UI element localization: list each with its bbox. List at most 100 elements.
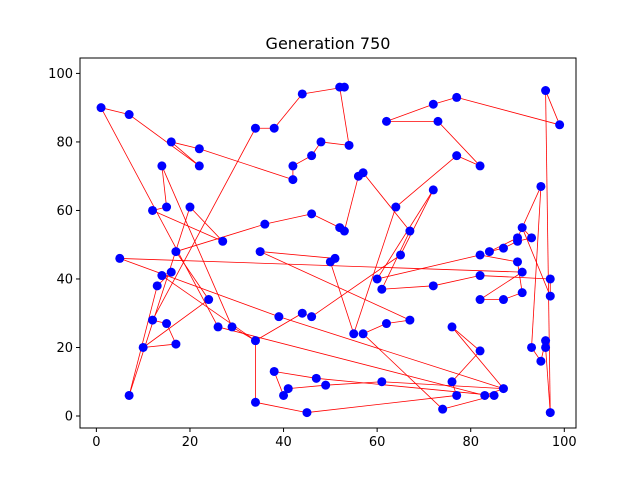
city-point <box>475 271 485 281</box>
city-point <box>428 99 438 109</box>
city-point <box>480 390 490 400</box>
city-point <box>517 223 527 233</box>
x-tick-label: 60 <box>369 435 386 450</box>
city-point <box>555 120 565 130</box>
tour-segment <box>329 261 355 334</box>
city-point <box>381 116 391 126</box>
tour-segment <box>128 285 158 396</box>
city-point <box>484 247 494 257</box>
city-point <box>452 92 462 102</box>
city-point <box>396 250 406 260</box>
chart-title: Generation 750 <box>266 34 391 53</box>
tour-segment <box>161 275 256 341</box>
tour-segment <box>119 258 280 318</box>
city-point <box>452 390 462 400</box>
tour-segment <box>400 189 434 256</box>
tour-segment <box>377 254 481 280</box>
city-point <box>148 315 158 325</box>
tour-segment <box>545 90 560 125</box>
tour-segment <box>264 213 312 225</box>
y-tick-label: 100 <box>48 67 73 82</box>
city-point <box>513 257 523 267</box>
tour-segment <box>451 326 504 389</box>
city-point <box>372 274 382 284</box>
tour-segment <box>395 155 457 208</box>
city-point <box>517 288 527 298</box>
tour-segment <box>386 103 434 122</box>
city-point <box>513 233 523 243</box>
y-axis: 0 20 40 60 80 100 <box>48 67 80 425</box>
city-point <box>536 356 546 366</box>
tour-segment <box>152 128 256 321</box>
city-point <box>433 116 443 126</box>
tour-segment <box>343 176 359 232</box>
city-point <box>377 377 387 387</box>
tour-segment <box>171 141 200 150</box>
tour-segment <box>143 343 176 348</box>
tour-segment <box>273 93 303 129</box>
city-point <box>541 86 551 96</box>
city-point <box>227 322 237 332</box>
x-tick-label: 40 <box>275 435 292 450</box>
tour-segment <box>274 371 317 379</box>
city-point <box>162 319 172 329</box>
tour-segment <box>376 189 434 280</box>
city-point <box>391 202 401 212</box>
city-point <box>428 281 438 291</box>
tour-segment <box>325 381 382 386</box>
city-point <box>204 295 214 305</box>
city-point <box>297 308 307 318</box>
tour-segment <box>306 395 457 413</box>
tour-segment <box>260 251 336 259</box>
tour-segment <box>161 165 167 208</box>
city-point <box>138 342 148 352</box>
tour-segment <box>480 275 551 280</box>
tour-segment <box>320 141 350 146</box>
city-point <box>269 366 279 376</box>
city-point <box>311 373 321 383</box>
tour-segment <box>199 148 294 181</box>
y-tick-label: 20 <box>56 341 73 356</box>
city-point <box>381 319 391 329</box>
tour-segment <box>170 141 200 167</box>
city-point <box>339 82 349 92</box>
city-point <box>250 123 260 133</box>
city-point <box>283 384 293 394</box>
tour-segment <box>255 312 303 341</box>
city-point <box>162 202 172 212</box>
tour-segment <box>142 299 209 348</box>
city-point <box>321 380 331 390</box>
tour-segment <box>451 350 481 383</box>
city-point <box>527 233 537 243</box>
city-point <box>218 236 228 246</box>
city-point <box>269 123 279 133</box>
city-point <box>498 243 508 253</box>
y-tick-label: 40 <box>56 272 73 287</box>
tour-segment <box>119 258 523 273</box>
tour-segment <box>531 186 542 348</box>
tour-segment <box>189 206 224 242</box>
tour-segment <box>480 254 518 263</box>
city-point <box>536 181 546 191</box>
tour-segment <box>362 172 411 232</box>
city-point <box>194 144 204 154</box>
city-point <box>545 274 555 284</box>
city-point <box>545 408 555 418</box>
tour-segment <box>217 326 485 396</box>
tour-segment <box>381 285 434 290</box>
tour-segment <box>545 347 551 413</box>
tour-segment <box>255 401 308 413</box>
city-points <box>96 82 565 418</box>
tour-segment <box>339 87 350 146</box>
city-point <box>349 329 359 339</box>
city-point <box>148 205 158 215</box>
city-point <box>307 151 317 161</box>
city-point <box>316 137 326 147</box>
city-point <box>307 312 317 322</box>
city-point <box>475 346 485 356</box>
city-point <box>124 390 134 400</box>
city-point <box>157 271 167 281</box>
city-point <box>517 267 527 277</box>
city-point <box>171 247 181 257</box>
